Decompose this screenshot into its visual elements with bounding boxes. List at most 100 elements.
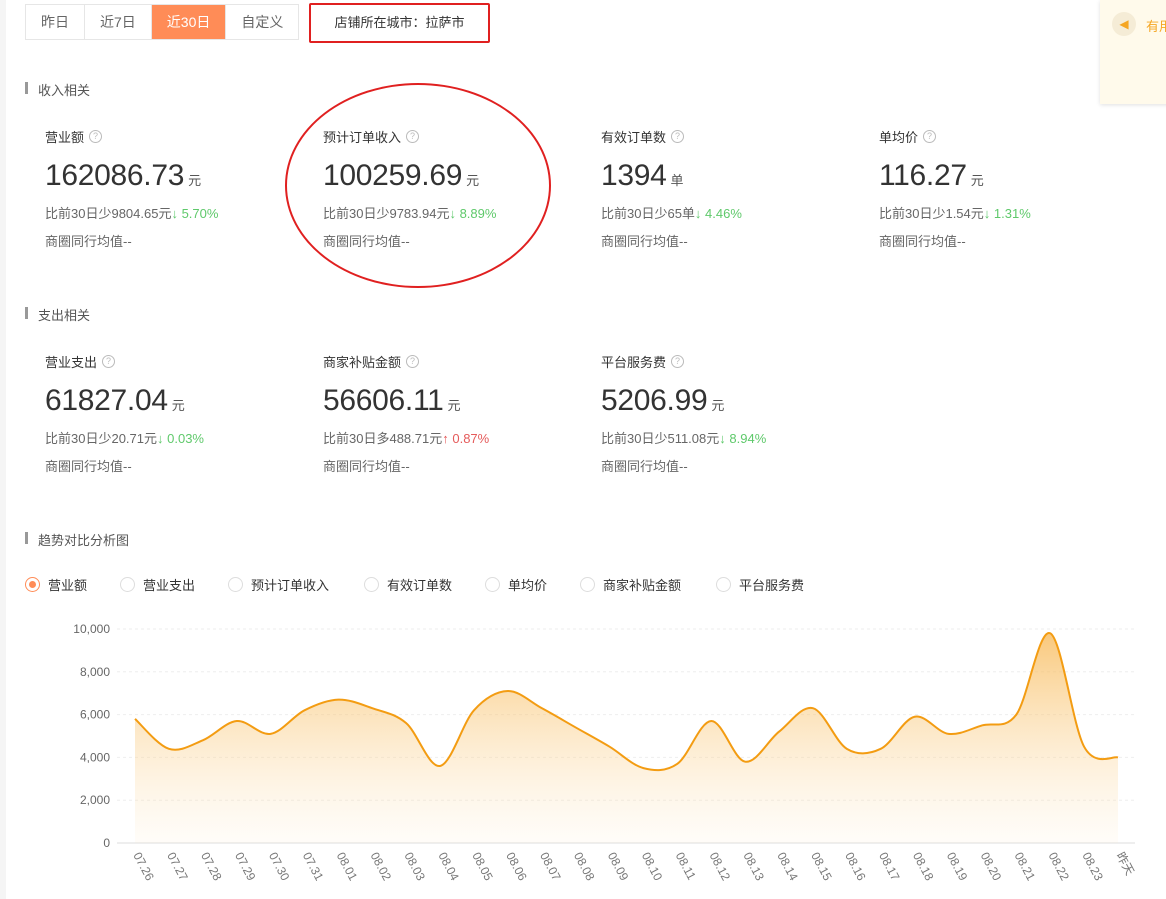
y-tick-label: 2,000 bbox=[80, 793, 110, 807]
help-icon[interactable]: ? bbox=[671, 130, 685, 143]
tab-30-days[interactable]: 近30日 bbox=[151, 5, 227, 39]
radio-label: 平台服务费 bbox=[739, 578, 805, 593]
metric-peer-average: 商圈同行均值-- bbox=[45, 234, 132, 249]
arrow-down-icon: ↓ bbox=[171, 206, 178, 221]
metric-card: 单均价? 116.27 元 比前30日少1.54元↓ 1.31% 商圈同行均值-- bbox=[879, 127, 1149, 250]
help-icon[interactable]: ? bbox=[89, 130, 103, 143]
metric-radio[interactable]: 营业支出 bbox=[120, 575, 195, 594]
metric-percent: 4.46% bbox=[705, 206, 742, 221]
metric-percent: 0.87% bbox=[452, 431, 490, 446]
metric-title: 平台服务费 bbox=[601, 355, 667, 370]
metric-compare: 比前30日少65单 bbox=[601, 206, 695, 221]
metric-radio[interactable]: 预计订单收入 bbox=[228, 575, 329, 594]
radio-circle-icon bbox=[228, 577, 243, 592]
y-tick-label: 0 bbox=[103, 836, 110, 850]
x-tick-label: 08.03 bbox=[402, 850, 429, 883]
metric-peer-average: 商圈同行均值-- bbox=[601, 234, 688, 249]
radio-label: 商家补贴金额 bbox=[603, 578, 682, 593]
x-tick-label: 08.06 bbox=[503, 850, 530, 883]
metric-card: 商家补贴金额? 56606.11 元 比前30日多488.71元↑ 0.87% 商… bbox=[323, 352, 593, 475]
section-expense-title: 支出相关 bbox=[25, 305, 90, 324]
x-tick-label: 08.07 bbox=[537, 850, 564, 883]
x-tick-label: 08.17 bbox=[876, 850, 903, 883]
metric-unit: 元 bbox=[171, 398, 185, 413]
metric-radio[interactable]: 营业额 bbox=[25, 575, 87, 594]
notice-panel[interactable]: ◀ 有用 bbox=[1100, 0, 1166, 104]
x-tick-label: 07.28 bbox=[198, 850, 225, 883]
x-tick-label: 07.29 bbox=[232, 850, 259, 883]
date-range-tabs: 昨日 近7日 近30日 自定义 bbox=[25, 4, 300, 40]
help-icon[interactable]: ? bbox=[406, 355, 420, 368]
radio-circle-icon bbox=[716, 577, 731, 592]
metric-radio[interactable]: 平台服务费 bbox=[716, 575, 804, 594]
help-icon[interactable]: ? bbox=[671, 355, 685, 368]
metric-card: 平台服务费? 5206.99 元 比前30日少511.08元↓ 8.94% 商圈同… bbox=[601, 352, 871, 475]
metric-compare: 比前30日少511.08元 bbox=[601, 431, 720, 446]
y-tick-label: 10,000 bbox=[73, 622, 110, 636]
radio-circle-icon bbox=[120, 577, 135, 592]
x-tick-label: 08.10 bbox=[639, 850, 666, 883]
metric-value: 56606.11 bbox=[323, 384, 444, 417]
arrow-down-icon: ↓ bbox=[157, 431, 164, 446]
metric-percent: 1.31% bbox=[993, 206, 1031, 221]
highlight-circle bbox=[285, 83, 551, 288]
x-tick-label: 08.18 bbox=[910, 850, 937, 883]
help-icon[interactable]: ? bbox=[102, 355, 116, 368]
x-tick-label: 07.27 bbox=[164, 850, 191, 883]
x-tick-label: 08.11 bbox=[673, 850, 699, 883]
help-icon[interactable]: ? bbox=[923, 130, 937, 143]
section-trend-title: 趋势对比分析图 bbox=[25, 530, 129, 549]
series-area bbox=[135, 632, 1118, 843]
radio-circle-icon bbox=[580, 577, 595, 592]
radio-label: 营业额 bbox=[48, 578, 88, 593]
x-tick-label: 07.26 bbox=[130, 850, 157, 883]
radio-circle-icon bbox=[25, 577, 40, 592]
x-tick-label: 08.02 bbox=[368, 850, 395, 883]
metric-title: 有效订单数 bbox=[601, 130, 667, 145]
arrow-down-icon: ↓ bbox=[694, 206, 702, 221]
metric-value: 5206.99 bbox=[601, 384, 708, 417]
metric-radio[interactable]: 单均价 bbox=[485, 575, 547, 594]
metric-percent: 8.94% bbox=[729, 431, 767, 446]
tab-7-days[interactable]: 近7日 bbox=[85, 5, 152, 39]
y-tick-label: 4,000 bbox=[80, 750, 110, 764]
x-tick-label: 08.14 bbox=[774, 850, 801, 883]
metric-percent: 5.70% bbox=[181, 206, 219, 221]
metric-compare: 比前30日少20.71元 bbox=[45, 431, 157, 446]
radio-label: 有效订单数 bbox=[387, 578, 453, 593]
x-tick-label: 08.09 bbox=[605, 850, 632, 883]
x-tick-label: 08.21 bbox=[1012, 850, 1039, 883]
x-tick-label: 08.16 bbox=[842, 850, 869, 883]
metric-peer-average: 商圈同行均值-- bbox=[601, 459, 688, 474]
tab-custom[interactable]: 自定义 bbox=[241, 14, 284, 30]
metric-value: 162086.73 bbox=[45, 159, 185, 192]
radio-label: 营业支出 bbox=[143, 578, 196, 593]
x-tick-label: 08.23 bbox=[1079, 850, 1106, 883]
metric-value: 116.27 bbox=[879, 159, 967, 192]
arrow-up-icon: ↑ bbox=[442, 431, 449, 446]
metric-compare: 比前30日少1.54元 bbox=[879, 206, 984, 221]
x-tick-label: 昨天 bbox=[1113, 850, 1137, 878]
metric-value: 1394 bbox=[601, 159, 667, 192]
radio-label: 预计订单收入 bbox=[251, 578, 330, 593]
x-tick-label: 08.13 bbox=[740, 850, 767, 883]
notice-text: 有用 bbox=[1146, 19, 1166, 34]
arrow-down-icon: ↓ bbox=[983, 206, 991, 221]
metric-card: 有效订单数? 1394 单 比前30日少65单↓ 4.46% 商圈同行均值-- bbox=[601, 127, 871, 250]
metric-unit: 元 bbox=[447, 398, 461, 413]
metric-title: 营业额 bbox=[45, 130, 85, 145]
megaphone-icon: ◀ bbox=[1112, 12, 1136, 36]
section-income-title: 收入相关 bbox=[25, 80, 90, 99]
metric-peer-average: 商圈同行均值-- bbox=[879, 234, 966, 249]
x-tick-label: 08.01 bbox=[334, 850, 361, 883]
metric-card: 营业额? 162086.73 元 比前30日少9804.65元↓ 5.70% 商圈… bbox=[45, 127, 315, 250]
metric-compare: 比前30日少9804.65元 bbox=[45, 206, 172, 221]
metric-radio[interactable]: 有效订单数 bbox=[364, 575, 452, 594]
metric-peer-average: 商圈同行均值-- bbox=[323, 459, 410, 474]
metric-radio[interactable]: 商家补贴金额 bbox=[580, 575, 681, 594]
metric-title: 营业支出 bbox=[45, 355, 98, 370]
tab-yesterday[interactable]: 昨日 bbox=[26, 5, 85, 39]
metric-unit: 单 bbox=[670, 173, 684, 188]
metric-unit: 元 bbox=[711, 398, 725, 413]
metric-value: 61827.04 bbox=[45, 384, 168, 417]
